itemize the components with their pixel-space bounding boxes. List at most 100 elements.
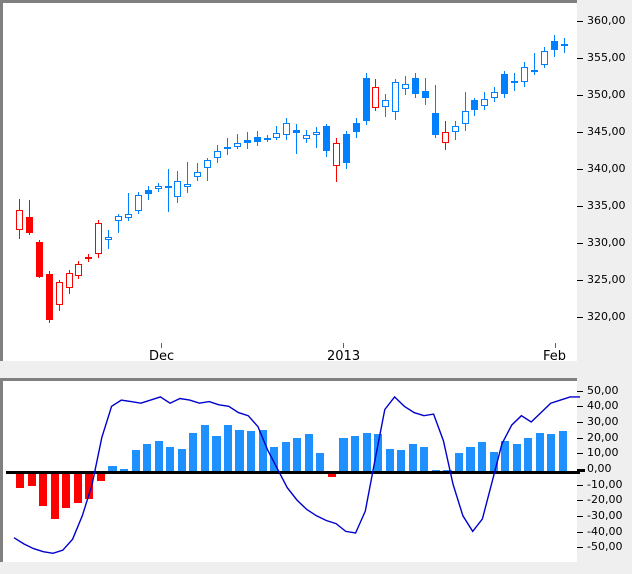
macd-y-label: -50,00 bbox=[587, 540, 623, 554]
candle-body bbox=[412, 77, 419, 94]
price-y-tick bbox=[577, 21, 583, 23]
price-x-label: 2013 bbox=[327, 349, 361, 364]
candle-body bbox=[451, 126, 459, 133]
candle-body bbox=[194, 172, 202, 178]
candle-body bbox=[204, 160, 212, 168]
candle-body bbox=[530, 69, 538, 72]
price-y-label: 320,00 bbox=[587, 310, 626, 324]
price-candlestick-panel[interactable]: Dec 2013 Feb bbox=[0, 0, 580, 364]
macd-y-tick bbox=[577, 515, 583, 517]
macd-histogram-bar bbox=[408, 443, 417, 472]
macd-histogram-bar bbox=[362, 432, 371, 472]
candle-body bbox=[501, 74, 509, 94]
candle-body bbox=[233, 142, 241, 148]
macd-histogram-bar bbox=[489, 451, 498, 472]
macd-indicator-panel[interactable] bbox=[0, 378, 580, 565]
macd-histogram-bar bbox=[501, 440, 510, 472]
candle-body bbox=[431, 113, 439, 135]
candle-body bbox=[115, 215, 122, 222]
candle-wick bbox=[118, 213, 119, 233]
macd-histogram-bar bbox=[420, 446, 429, 472]
candle-body bbox=[342, 133, 350, 164]
candle-wick bbox=[276, 125, 278, 140]
candle-wick bbox=[266, 134, 268, 142]
price-y-tick bbox=[577, 280, 583, 282]
candle-wick bbox=[296, 124, 298, 154]
candle-body bbox=[421, 91, 429, 98]
candle-body bbox=[441, 132, 449, 143]
candle-body bbox=[164, 185, 172, 188]
macd-histogram-bar bbox=[512, 443, 521, 472]
candle-body bbox=[35, 241, 43, 278]
macd-y-label: 0,00 bbox=[587, 462, 612, 475]
macd-histogram-bar bbox=[385, 448, 394, 472]
price-plot-area[interactable] bbox=[6, 6, 580, 364]
candle-body bbox=[65, 272, 73, 289]
candle-doji bbox=[85, 256, 93, 259]
macd-histogram-bar bbox=[558, 431, 568, 472]
macd-zero-line bbox=[6, 471, 580, 474]
macd-histogram-bar bbox=[189, 432, 198, 472]
macd-y-tick bbox=[577, 547, 583, 549]
candle-wick bbox=[167, 168, 169, 213]
macd-y-label: -10,00 bbox=[587, 477, 623, 491]
macd-y-tick bbox=[577, 437, 583, 439]
candle-body bbox=[382, 99, 390, 107]
price-x-tick bbox=[161, 343, 162, 348]
candle-body bbox=[124, 214, 132, 219]
candle-body bbox=[293, 130, 301, 134]
candle-body bbox=[550, 41, 558, 51]
macd-y-tick bbox=[577, 422, 583, 424]
candle-wick bbox=[127, 193, 129, 222]
panel-separator bbox=[0, 361, 632, 378]
candle-body bbox=[154, 186, 162, 189]
price-y-tick bbox=[577, 206, 583, 208]
candle-body bbox=[95, 222, 103, 255]
macd-y-label: -30,00 bbox=[587, 508, 623, 522]
macd-y-label: 30,00 bbox=[587, 415, 619, 429]
candle-body bbox=[45, 273, 53, 321]
macd-y-tick bbox=[577, 390, 583, 392]
candle-wick bbox=[316, 127, 317, 148]
price-y-label: 350,00 bbox=[587, 88, 626, 102]
macd-y-tick bbox=[577, 531, 583, 533]
candle-body bbox=[303, 134, 311, 140]
macd-histogram-bar bbox=[304, 434, 313, 472]
price-x-axis: Dec 2013 Feb bbox=[3, 343, 577, 364]
candle-body bbox=[362, 78, 370, 121]
macd-plot-area[interactable] bbox=[6, 384, 580, 565]
price-y-label: 325,00 bbox=[587, 273, 626, 287]
macd-histogram-bar bbox=[235, 429, 244, 472]
candle-body bbox=[322, 126, 330, 151]
candle-wick bbox=[533, 53, 535, 75]
candle-body bbox=[243, 139, 251, 144]
price-y-tick bbox=[577, 243, 583, 245]
macd-y-label: -20,00 bbox=[587, 493, 623, 507]
price-x-tick bbox=[555, 343, 556, 348]
macd-histogram-bar bbox=[73, 472, 82, 504]
macd-signal-line bbox=[13, 395, 580, 555]
macd-histogram-bar bbox=[212, 436, 221, 472]
macd-y-tick bbox=[577, 406, 583, 408]
price-y-tick bbox=[577, 317, 583, 319]
macd-y-tick bbox=[577, 469, 585, 472]
price-y-label: 355,00 bbox=[587, 51, 626, 65]
candle-body bbox=[481, 99, 489, 106]
price-y-tick bbox=[577, 95, 583, 97]
macd-histogram-bar bbox=[258, 429, 267, 472]
price-x-tick bbox=[343, 343, 344, 348]
macd-histogram-bar bbox=[247, 431, 256, 472]
macd-histogram-bar bbox=[478, 442, 487, 472]
candle-doji bbox=[560, 44, 568, 47]
macd-histogram-bar bbox=[270, 446, 279, 472]
candle-body bbox=[491, 92, 499, 98]
macd-histogram-bar bbox=[154, 440, 163, 472]
macd-histogram-bar bbox=[39, 472, 48, 507]
candle-body bbox=[520, 66, 528, 83]
candle-wick bbox=[187, 161, 189, 193]
macd-histogram-bar bbox=[281, 442, 290, 472]
macd-histogram-bar bbox=[454, 453, 464, 472]
macd-histogram-bar bbox=[547, 434, 556, 472]
price-x-label: Feb bbox=[543, 349, 567, 364]
